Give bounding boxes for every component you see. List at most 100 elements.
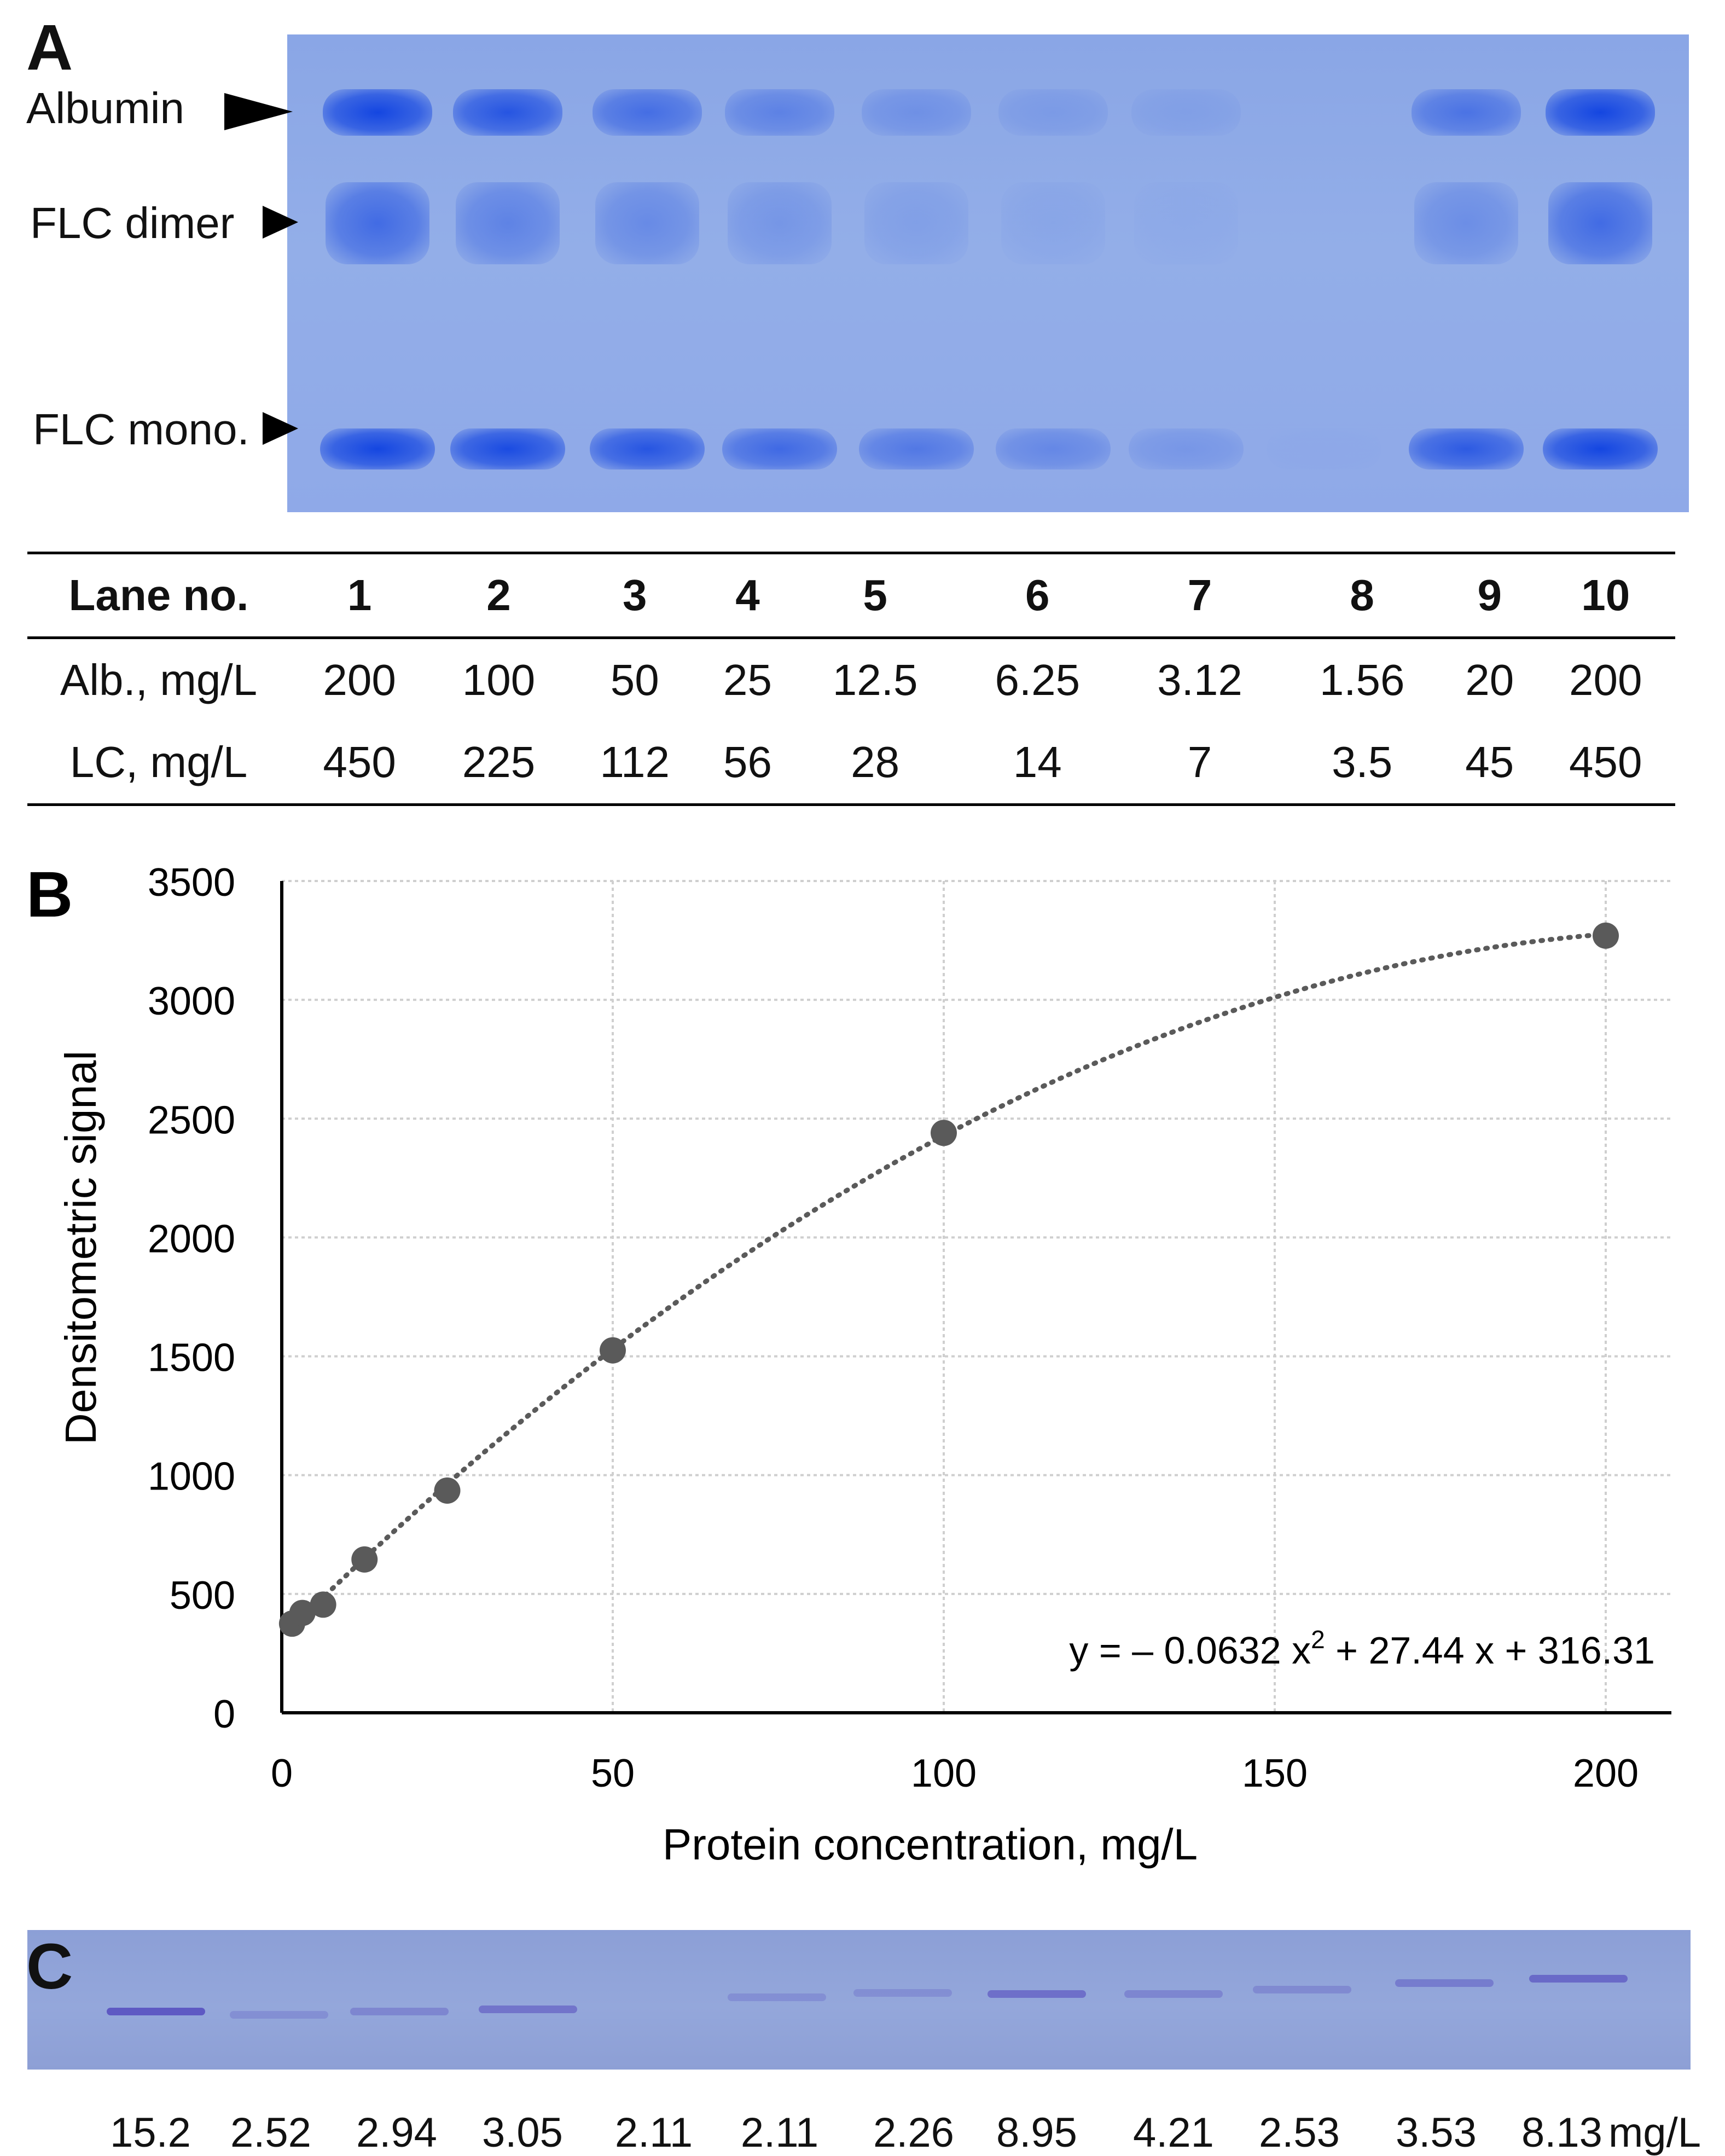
- table-cell: 225: [462, 738, 536, 786]
- data-points: [278, 922, 1619, 1637]
- table-cell: 200: [323, 656, 396, 704]
- gel-band: [1134, 182, 1238, 264]
- data-point: [931, 1120, 957, 1146]
- table-cell: 100: [462, 656, 536, 704]
- gel-band: [1546, 89, 1655, 136]
- x-axis-label: Protein concentration, mg/L: [663, 1820, 1198, 1869]
- gel-image-a: [287, 34, 1689, 512]
- gel-band: [722, 428, 837, 470]
- table-cell: 450: [1569, 738, 1642, 786]
- gel-band: [1124, 1990, 1223, 1998]
- table-cell: 6.25: [995, 656, 1081, 704]
- gel-band: [859, 428, 974, 470]
- concentration-label: 8.13: [1521, 2109, 1602, 2156]
- table-cell: 25: [723, 656, 772, 704]
- gel-band: [1395, 1979, 1494, 1987]
- densitometry-chart: B 0 500 1000 1500 2000 2500 3000 3500 0 50 100 150…: [26, 859, 1671, 1869]
- lane-number: 3: [622, 571, 647, 619]
- table-cell: 20: [1465, 656, 1514, 704]
- data-point: [310, 1591, 336, 1618]
- lane-number: 2: [486, 571, 511, 619]
- y-tick-label: 1500: [148, 1336, 235, 1380]
- data-point: [289, 1599, 316, 1626]
- gel-band: [864, 182, 968, 264]
- gel-band: [107, 2008, 205, 2015]
- gel-band: [450, 428, 565, 470]
- lane-number: 8: [1350, 571, 1374, 619]
- concentration-label: 2.11: [614, 2109, 693, 2156]
- gel-band: [728, 1993, 826, 2001]
- table-cell: 56: [723, 738, 772, 786]
- y-tick-label: 2000: [148, 1217, 235, 1261]
- grid-lines: [282, 880, 1671, 1713]
- equation-exponent: 2: [1311, 1625, 1325, 1654]
- trendline: [289, 931, 1608, 1630]
- lane-number: 5: [863, 571, 887, 619]
- panel-b-label: B: [26, 859, 73, 931]
- gel-band: [1543, 428, 1658, 470]
- unit-label: mg/L: [1608, 2109, 1701, 2156]
- trendline-equation: y = – 0.0632 x2 + 27.44 x + 316.31: [1069, 1625, 1655, 1672]
- concentration-label: 2.11: [740, 2109, 819, 2156]
- gel-band: [590, 428, 705, 470]
- concentration-label: 3.05: [482, 2109, 563, 2156]
- table-cell: 12.5: [832, 656, 918, 704]
- gel-band: [326, 182, 429, 264]
- flc-mono-arrow-icon: [263, 412, 298, 445]
- concentration-label: 2.26: [873, 2109, 954, 2156]
- gel-band: [728, 182, 832, 264]
- panel-c-label: C: [26, 1931, 73, 2003]
- equation-prefix: y = – 0.0632 x: [1069, 1629, 1311, 1672]
- gel-band: [1253, 1986, 1351, 1993]
- gel-band: [862, 89, 971, 136]
- gel-band: [1131, 89, 1241, 136]
- lane-number: 9: [1477, 571, 1502, 619]
- gel-band: [479, 2006, 577, 2013]
- x-tick-label: 150: [1242, 1752, 1308, 1795]
- concentration-label: 3.53: [1396, 2109, 1477, 2156]
- gel-band: [1412, 89, 1521, 136]
- table-cell: 3.12: [1157, 656, 1242, 704]
- table-cell: 450: [323, 738, 396, 786]
- panel-a-label: A: [26, 11, 73, 84]
- concentration-label: 2.52: [230, 2109, 311, 2156]
- gel-band: [1129, 428, 1244, 470]
- y-tick-label: 1000: [148, 1455, 235, 1499]
- gel-band: [593, 89, 702, 136]
- axes: [280, 881, 1671, 1714]
- gel-band: [998, 89, 1108, 136]
- gel-band: [988, 1990, 1086, 1998]
- gel-band: [1414, 182, 1518, 264]
- row-label: LC, mg/L: [69, 738, 248, 786]
- gel-band: [1409, 428, 1524, 470]
- concentration-label: 4.21: [1133, 2109, 1214, 2156]
- table-row-lc: LC, mg/L 450 225 112 56 28 14 7 3.5 45 4…: [27, 721, 1675, 805]
- x-tick-labels: 0 50 100 150 200: [271, 1752, 1639, 1795]
- lane-number: 6: [1025, 571, 1050, 619]
- gel-band: [1001, 182, 1105, 264]
- gel-band: [996, 428, 1111, 470]
- flc-mono-label: FLC mono.: [33, 405, 249, 454]
- gel-band: [456, 182, 560, 264]
- data-point: [1593, 922, 1619, 949]
- concentration-label: 2.53: [1259, 2109, 1340, 2156]
- y-tick-labels: 0 500 1000 1500 2000 2500 3000 3500: [148, 861, 235, 1736]
- x-tick-label: 200: [1573, 1752, 1639, 1795]
- table-cell: 50: [610, 656, 659, 704]
- table-cell: 14: [1013, 738, 1062, 786]
- lane-table: Lane no. 1 2 3 4 5 6 7 8 9 10 Alb., mg/L…: [27, 552, 1675, 806]
- gel-band: [853, 1989, 952, 1997]
- y-tick-label: 0: [213, 1693, 235, 1736]
- lane-number: 4: [735, 571, 760, 619]
- gel-band: [1267, 428, 1381, 470]
- concentration-label: 8.95: [996, 2109, 1077, 2156]
- data-point: [600, 1337, 626, 1364]
- table-cell: 45: [1465, 738, 1514, 786]
- gel-band: [725, 89, 834, 136]
- y-tick-label: 3500: [148, 861, 235, 905]
- table-row-albumin: Alb., mg/L 200 100 50 25 12.5 6.25 3.12 …: [27, 638, 1675, 722]
- albumin-label: Albumin: [26, 84, 185, 132]
- concentration-label: 2.94: [356, 2109, 437, 2156]
- albumin-arrow-icon: [224, 93, 293, 130]
- gel-band: [350, 2008, 449, 2015]
